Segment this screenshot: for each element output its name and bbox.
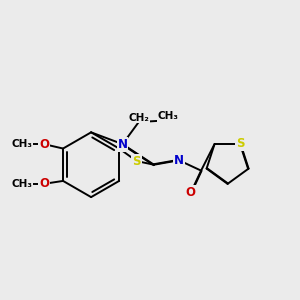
Text: S: S (236, 137, 245, 150)
Text: CH₂: CH₂ (128, 112, 149, 123)
Text: N: N (118, 138, 128, 151)
Text: O: O (39, 177, 49, 190)
Text: O: O (186, 186, 196, 199)
Text: N: N (174, 154, 184, 167)
Text: O: O (39, 138, 49, 151)
Text: S: S (132, 154, 141, 167)
Text: CH₃: CH₃ (158, 111, 179, 121)
Text: CH₃: CH₃ (11, 179, 32, 189)
Text: CH₃: CH₃ (11, 139, 32, 149)
